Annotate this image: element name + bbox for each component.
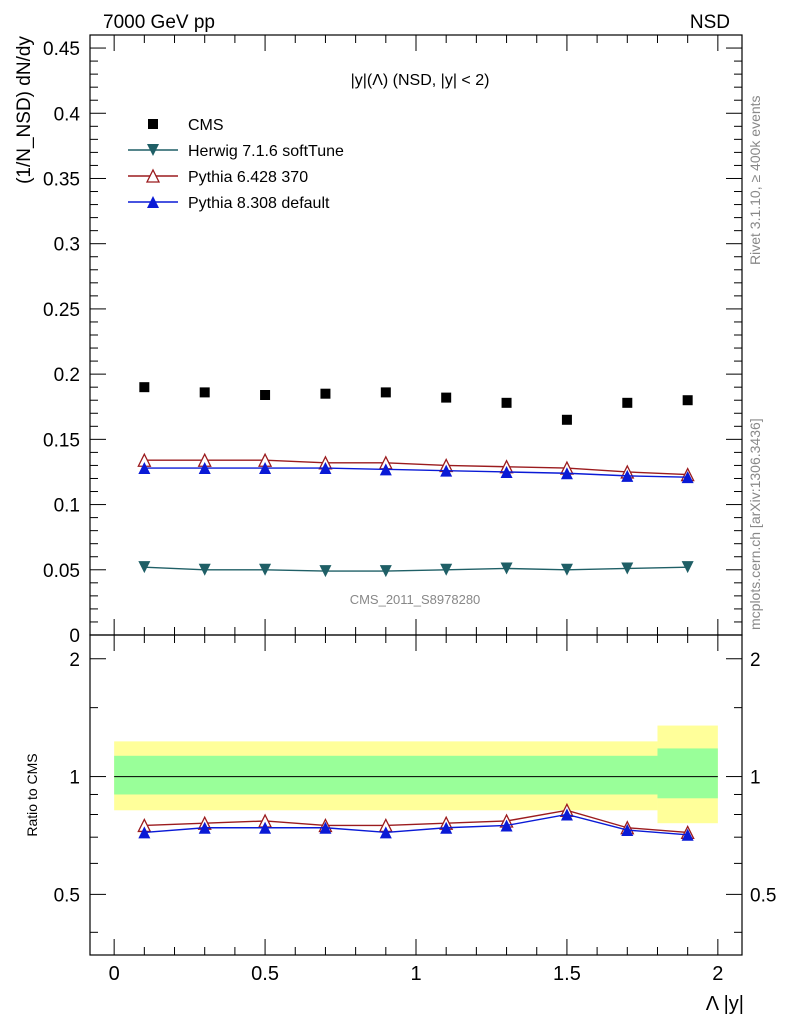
legend-marker-herwig-7-1-6-softtune [147, 144, 159, 156]
x-tick-label: 0 [109, 963, 120, 985]
herwig-7-1-6-softtune-point [198, 563, 211, 576]
mcplots-label: mcplots.cern.ch [arXiv:1306.3436] [747, 418, 763, 630]
pythia-8-308-default-point [621, 469, 634, 482]
cms-point [139, 382, 150, 393]
ratio-series-group [137, 802, 695, 841]
cms-point [320, 388, 331, 399]
y-tick-label-main: 0.25 [43, 300, 80, 321]
herwig-7-1-6-softtune-point [681, 561, 694, 574]
cms-point [682, 395, 693, 406]
pythia-8-308-default-point [198, 462, 211, 475]
herwig-7-1-6-softtune-point [560, 563, 573, 576]
pythia-8-308-default-point [259, 462, 272, 475]
y-tick-label-main: 0.05 [43, 561, 80, 582]
pythia-8-308-default-ratio-point [138, 826, 151, 839]
chart-title: |y|(Λ) (NSD, |y| < 2) [351, 72, 490, 89]
pythia-8-308-default-point [681, 471, 694, 484]
legend-marker-pythia-6-428-370 [145, 168, 161, 183]
legend: CMS Herwig 7.1.6 softTune Pythia 6.428 370… [128, 117, 344, 212]
herwig-7-1-6-softtune-point [440, 563, 453, 576]
herwig-7-1-6-softtune-point [138, 561, 151, 574]
y-tick-label-main: 0 [69, 626, 80, 647]
rivet-version-label: Rivet 3.1.10, ≥ 400k events [747, 95, 763, 265]
y-tick-label-ratio: 0.5 [54, 885, 80, 906]
y-tick-label-main: 0.4 [54, 104, 81, 125]
x-tick-label: 1 [410, 963, 421, 985]
legend-label-pythia-8-308-default: Pythia 8.308 default [188, 195, 330, 212]
pythia-8-308-default-ratio-point [319, 821, 332, 834]
y-tick-label-main: 0.45 [43, 39, 80, 60]
pythia-8-308-default-ratio-point [440, 821, 453, 834]
cms-point [501, 397, 512, 408]
y-tick-label-ratio-right: 2 [750, 650, 761, 671]
y-tick-label-ratio: 1 [69, 768, 80, 789]
herwig-7-1-6-softtune-point [379, 565, 392, 578]
pythia-8-308-default-line [144, 467, 688, 478]
y-tick-label-main: 0.15 [43, 430, 80, 451]
legend-marker-cms [148, 119, 158, 129]
pythia-8-308-default-ratio-point [259, 821, 272, 834]
x-tick-label: 2 [712, 963, 723, 985]
green-band [657, 748, 718, 799]
x-axis-label: Λ |y| [706, 993, 744, 1015]
pythia-8-308-default-point [560, 467, 573, 480]
y-tick-label-main: 0.3 [54, 235, 80, 256]
cms-point [380, 387, 391, 398]
herwig-7-1-6-softtune-point [259, 563, 272, 576]
herwig-7-1-6-softtune-point [500, 562, 513, 575]
energy-label: 7000 GeV pp [103, 12, 215, 33]
cms-point [441, 392, 452, 403]
tick-labels: 0 0.5 1 1.5 2 0 0.05 0.1 0.15 0.2 0.25 0.3 0.35 0.4 0.… [43, 39, 776, 985]
pythia-6-428-370-ratio-line [144, 809, 688, 834]
y-tick-label-main: 0.1 [54, 496, 80, 517]
cms-point [199, 387, 210, 398]
legend-label-cms: CMS [188, 117, 224, 134]
legend-marker-pythia-8-308-default [147, 196, 159, 208]
pythia-8-308-default-ratio-point [560, 808, 573, 821]
cms-point [260, 390, 271, 400]
main-series-group [137, 382, 695, 578]
pythia-8-308-default-ratio-point [681, 828, 694, 841]
green-band [114, 755, 658, 795]
y-axis-label-ratio: Ratio to CMS [24, 753, 40, 836]
pythia-8-308-default-point [440, 464, 453, 477]
y-tick-label-ratio-right: 1 [750, 768, 761, 789]
herwig-7-1-6-softtune-line [144, 566, 688, 572]
pythia-8-308-default-ratio-point [379, 826, 392, 839]
pythia-8-308-default-point [500, 465, 513, 478]
legend-label-herwig-7-1-6-softtune: Herwig 7.1.6 softTune [188, 143, 344, 160]
cms-point [622, 397, 633, 408]
cms-point [561, 414, 572, 425]
legend-label-pythia-6-428-370: Pythia 6.428 370 [188, 169, 308, 186]
pythia-8-308-default-ratio-point [198, 821, 211, 834]
x-tick-label: 0.5 [251, 963, 279, 985]
pythia-6-428-370-line [144, 459, 688, 476]
ratio-uncertainty-bands [114, 725, 718, 824]
herwig-7-1-6-softtune-point [621, 562, 634, 575]
axis-ticks [90, 35, 742, 955]
herwig-7-1-6-softtune-point [319, 565, 332, 578]
y-tick-label-main: 0.2 [54, 365, 80, 386]
process-label: NSD [690, 12, 730, 33]
pythia-8-308-default-ratio-point [621, 824, 634, 837]
pythia-8-308-default-point [379, 463, 392, 476]
pythia-8-308-default-point [319, 462, 332, 475]
pythia-8-308-default-ratio-point [500, 819, 513, 832]
y-tick-label-ratio: 2 [69, 650, 80, 671]
x-tick-label: 1.5 [553, 963, 581, 985]
y-axis-label-main: (1/N_NSD) dN/dy [14, 36, 35, 184]
pythia-8-308-default-point [138, 462, 151, 475]
y-tick-label-main: 0.35 [43, 169, 80, 190]
pythia-8-308-default-ratio-line [144, 813, 688, 836]
analysis-label: CMS_2011_S8978280 [350, 592, 481, 607]
y-tick-label-ratio-right: 0.5 [750, 885, 776, 906]
